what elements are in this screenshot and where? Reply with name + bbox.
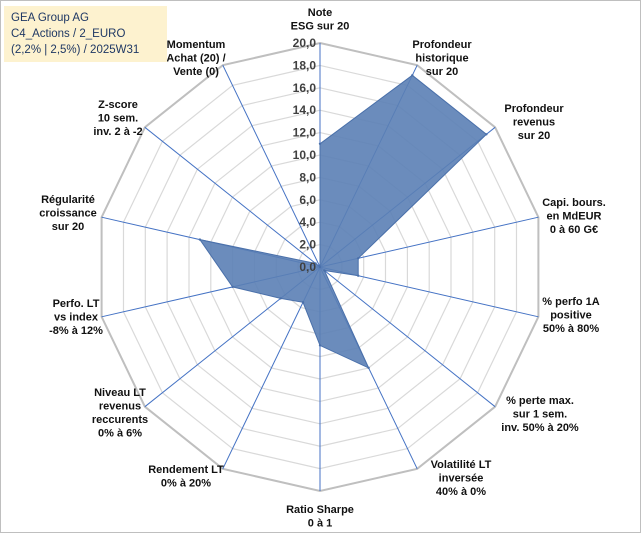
axis-label-line: 40% à 0% (436, 486, 486, 498)
tick-label: 14,0 (293, 103, 317, 117)
tick-label: 18,0 (293, 58, 317, 72)
data-point (318, 344, 322, 347)
tick-label: 2,0 (299, 238, 316, 252)
axis-label-line: Capi. bours. (542, 197, 606, 209)
data-point (357, 274, 360, 277)
data-point (323, 269, 326, 272)
axis-label-line: ESG sur 20 (291, 21, 350, 33)
axis-label-line: Perfo. LT (53, 298, 100, 310)
tick-label: 20,0 (293, 36, 317, 50)
data-point (318, 265, 322, 269)
axis-label-line: Vente (0) (173, 66, 219, 78)
axis-spoke (222, 64, 321, 268)
data-point (367, 366, 370, 370)
data-point (357, 257, 360, 260)
tick-label: 10,0 (293, 148, 317, 162)
title-line-company: GEA Group AG (11, 12, 89, 24)
axis-spoke (319, 266, 496, 408)
axis-label-line: vs index (54, 312, 99, 324)
axis-label-line: sur 20 (518, 130, 550, 142)
axis-label-line: % perte max. (506, 395, 574, 407)
data-point (279, 297, 282, 300)
axis-label-line: sur 20 (426, 66, 458, 78)
data-point (485, 133, 488, 136)
axis-label-7: Ratio Sharpe 0 à 1 (286, 504, 354, 530)
axis-label-line: Volatilité LT (431, 459, 492, 471)
title-line-category: C4_Actions / 2_EURO (11, 28, 126, 40)
data-point (301, 301, 305, 304)
axis-label-line: Régularité (41, 194, 95, 206)
chart-title-box: GEA Group AG C4_Actions / 2_EURO (2,2% |… (4, 6, 167, 62)
axis-label-line: Profondeur (504, 103, 564, 115)
axis-label-12: Z-score 10 sem.inv. 2 à -2 (93, 99, 142, 138)
axis-label-line: Achat (20) / (166, 53, 225, 65)
data-point (198, 238, 202, 241)
tick-label: 12,0 (293, 126, 317, 140)
tick-label: 4,0 (299, 215, 316, 229)
axis-label-line: Rendement LT (148, 464, 224, 476)
axis-label-line: Profondeur (412, 39, 472, 51)
axis-spoke (144, 126, 321, 268)
axis-label-10: Perfo. LT vs index-8% à 12% (49, 298, 103, 337)
axis-label-13: Momentum Achat (20) /Vente (0) (166, 39, 225, 78)
axis-label-line: 0% à 6% (98, 428, 142, 440)
tick-label: 8,0 (299, 170, 316, 184)
axis-label-line: 0% à 20% (161, 478, 211, 490)
axis-label-line: Niveau LT (94, 387, 146, 399)
title-line-params: (2,2% | 2,5%) / 2025W31 (11, 44, 140, 56)
axis-label-line: % perfo 1A (542, 296, 600, 308)
axis-label-line: en MdEUR (547, 211, 602, 223)
axis-label-line: 0 à 1 (308, 518, 332, 530)
axis-label-line: Ratio Sharpe (286, 504, 354, 516)
data-point (314, 262, 317, 265)
axis-label-line: croissance (39, 208, 96, 220)
axis-label-line: historique (415, 53, 468, 65)
axis-label-line: 10 sem. (98, 113, 138, 125)
tick-label: 6,0 (299, 193, 316, 207)
data-point (231, 285, 234, 289)
axis-label-line: Momentum (167, 39, 226, 51)
data-point (411, 74, 414, 77)
tick-label: 0,0 (299, 260, 316, 274)
axis-label-8: Rendement LT 0% à 20% (148, 464, 224, 490)
axis-label-line: inv. 2 à -2 (93, 126, 142, 138)
axis-label-line: positive (550, 310, 592, 322)
axis-label-line: revenus (513, 117, 555, 129)
axis-label-line: sur 20 (52, 221, 84, 233)
axis-label-5: % perte max. sur 1 sem.inv. 50% à 20% (501, 395, 579, 434)
axis-label-line: 50% à 80% (543, 323, 599, 335)
axis-label-line: Note (308, 7, 332, 19)
axis-label-line: inv. 50% à 20% (501, 422, 579, 434)
data-point (318, 142, 322, 145)
axis-label-line: Z-score (98, 99, 138, 111)
axis-label-line: -8% à 12% (49, 325, 103, 337)
axis-label-line: revenus (99, 401, 141, 413)
axis-label-line: inversée (439, 473, 484, 485)
axis-label-line: sur 1 sem. (513, 409, 567, 421)
axis-label-line: reccurents (92, 414, 148, 426)
axis-label-0: Note ESG sur 20 (291, 7, 350, 33)
tick-label: 16,0 (293, 81, 317, 95)
axis-label-line: 0 à 60 G€ (550, 224, 598, 236)
